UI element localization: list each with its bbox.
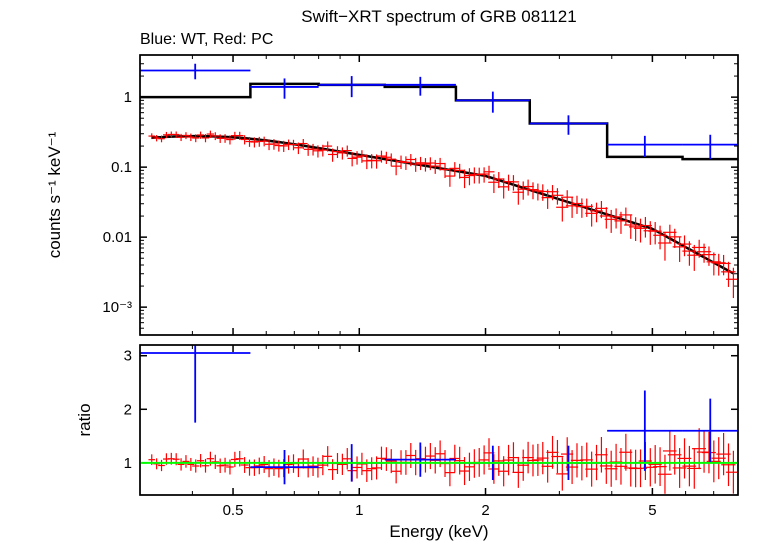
y-axis-label-top: counts s⁻¹ keV⁻¹	[45, 131, 64, 258]
svg-text:3: 3	[124, 348, 132, 365]
chart-subtitle: Blue: WT, Red: PC	[140, 31, 273, 48]
chart-title: Swift−XRT spectrum of GRB 081121	[301, 7, 576, 26]
bottom-panel-data	[140, 283, 740, 493]
chart-container: Swift−XRT spectrum of GRB 081121 Blue: WT…	[0, 0, 758, 556]
x-axis-label: Energy (keV)	[389, 522, 488, 541]
svg-text:10⁻³: 10⁻³	[102, 299, 132, 316]
svg-text:1: 1	[355, 502, 363, 519]
top-panel-data	[140, 64, 740, 298]
svg-text:0.01: 0.01	[103, 229, 132, 246]
svg-text:0.5: 0.5	[223, 502, 244, 519]
wt-model-line	[140, 84, 738, 159]
svg-text:1: 1	[124, 89, 132, 106]
svg-text:1: 1	[124, 455, 132, 472]
svg-text:2: 2	[481, 502, 489, 519]
y-axis-label-bottom: ratio	[75, 403, 94, 436]
spectrum-chart: Swift−XRT spectrum of GRB 081121 Blue: WT…	[0, 0, 758, 556]
svg-text:0.1: 0.1	[111, 159, 132, 176]
svg-text:5: 5	[648, 502, 656, 519]
svg-text:2: 2	[124, 401, 132, 418]
